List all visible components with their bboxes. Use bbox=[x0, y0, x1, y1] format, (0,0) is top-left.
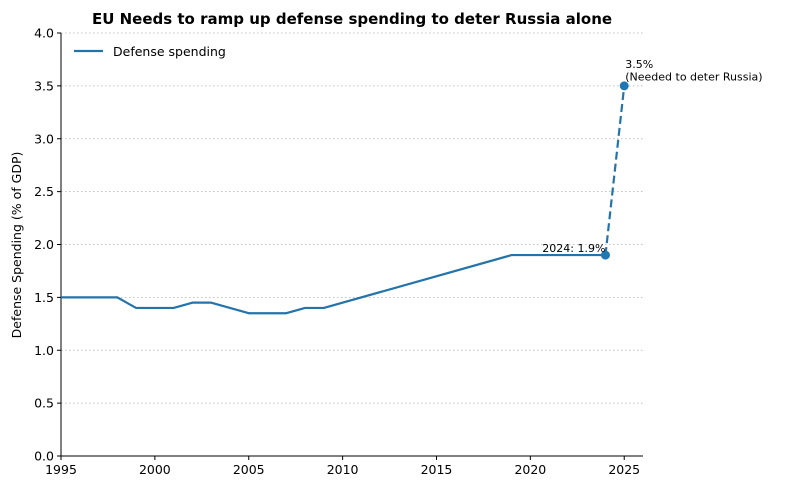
x-tick-label: 2000 bbox=[139, 462, 171, 477]
annotation-line-0: 3.5% bbox=[625, 58, 653, 71]
y-tick-label: 0.5 bbox=[34, 396, 54, 411]
y-tick-label: 1.0 bbox=[34, 343, 54, 358]
x-tick-label: 1995 bbox=[45, 462, 77, 477]
annotation-line-1: (Needed to deter Russia) bbox=[625, 70, 762, 83]
grid-layer bbox=[61, 32, 643, 404]
x-tick-label: 2025 bbox=[608, 462, 640, 477]
legend: Defense spending bbox=[74, 44, 226, 59]
series-layer bbox=[61, 81, 629, 315]
series-line-defense-spending bbox=[61, 253, 606, 315]
annotation-layer: 2024: 1.9% 3.5% (Needed to deter Russia) bbox=[542, 58, 762, 255]
data-point-2024 bbox=[600, 250, 610, 260]
y-tick-label: 2.0 bbox=[34, 237, 54, 252]
y-axis-label: Defense Spending (% of GDP) bbox=[9, 152, 24, 339]
legend-label: Defense spending bbox=[113, 44, 226, 59]
chart-title: EU Needs to ramp up defense spending to … bbox=[92, 10, 612, 28]
axes-layer: 0.0 0.5 1.0 1.5 2.0 2.5 3.0 3.5 4.0 1995 2000 2005 2… bbox=[34, 26, 643, 477]
y-tick-label: 2.5 bbox=[34, 184, 54, 199]
series-line-projection bbox=[604, 85, 626, 256]
data-point-2025 bbox=[619, 81, 629, 91]
x-tick-label: 2010 bbox=[327, 462, 359, 477]
x-tick-label: 2020 bbox=[514, 462, 546, 477]
x-tick-label: 2005 bbox=[233, 462, 265, 477]
x-tick-label: 2015 bbox=[421, 462, 453, 477]
y-tick-label: 0.0 bbox=[34, 449, 54, 464]
annotation-a2025: 3.5% (Needed to deter Russia) bbox=[625, 58, 762, 84]
y-tick-label: 3.0 bbox=[34, 131, 54, 146]
y-tick-label: 4.0 bbox=[34, 26, 54, 41]
y-tick-label: 1.5 bbox=[34, 290, 54, 305]
y-tick-label: 3.5 bbox=[34, 78, 54, 93]
annotation-a2024: 2024: 1.9% bbox=[542, 242, 605, 255]
